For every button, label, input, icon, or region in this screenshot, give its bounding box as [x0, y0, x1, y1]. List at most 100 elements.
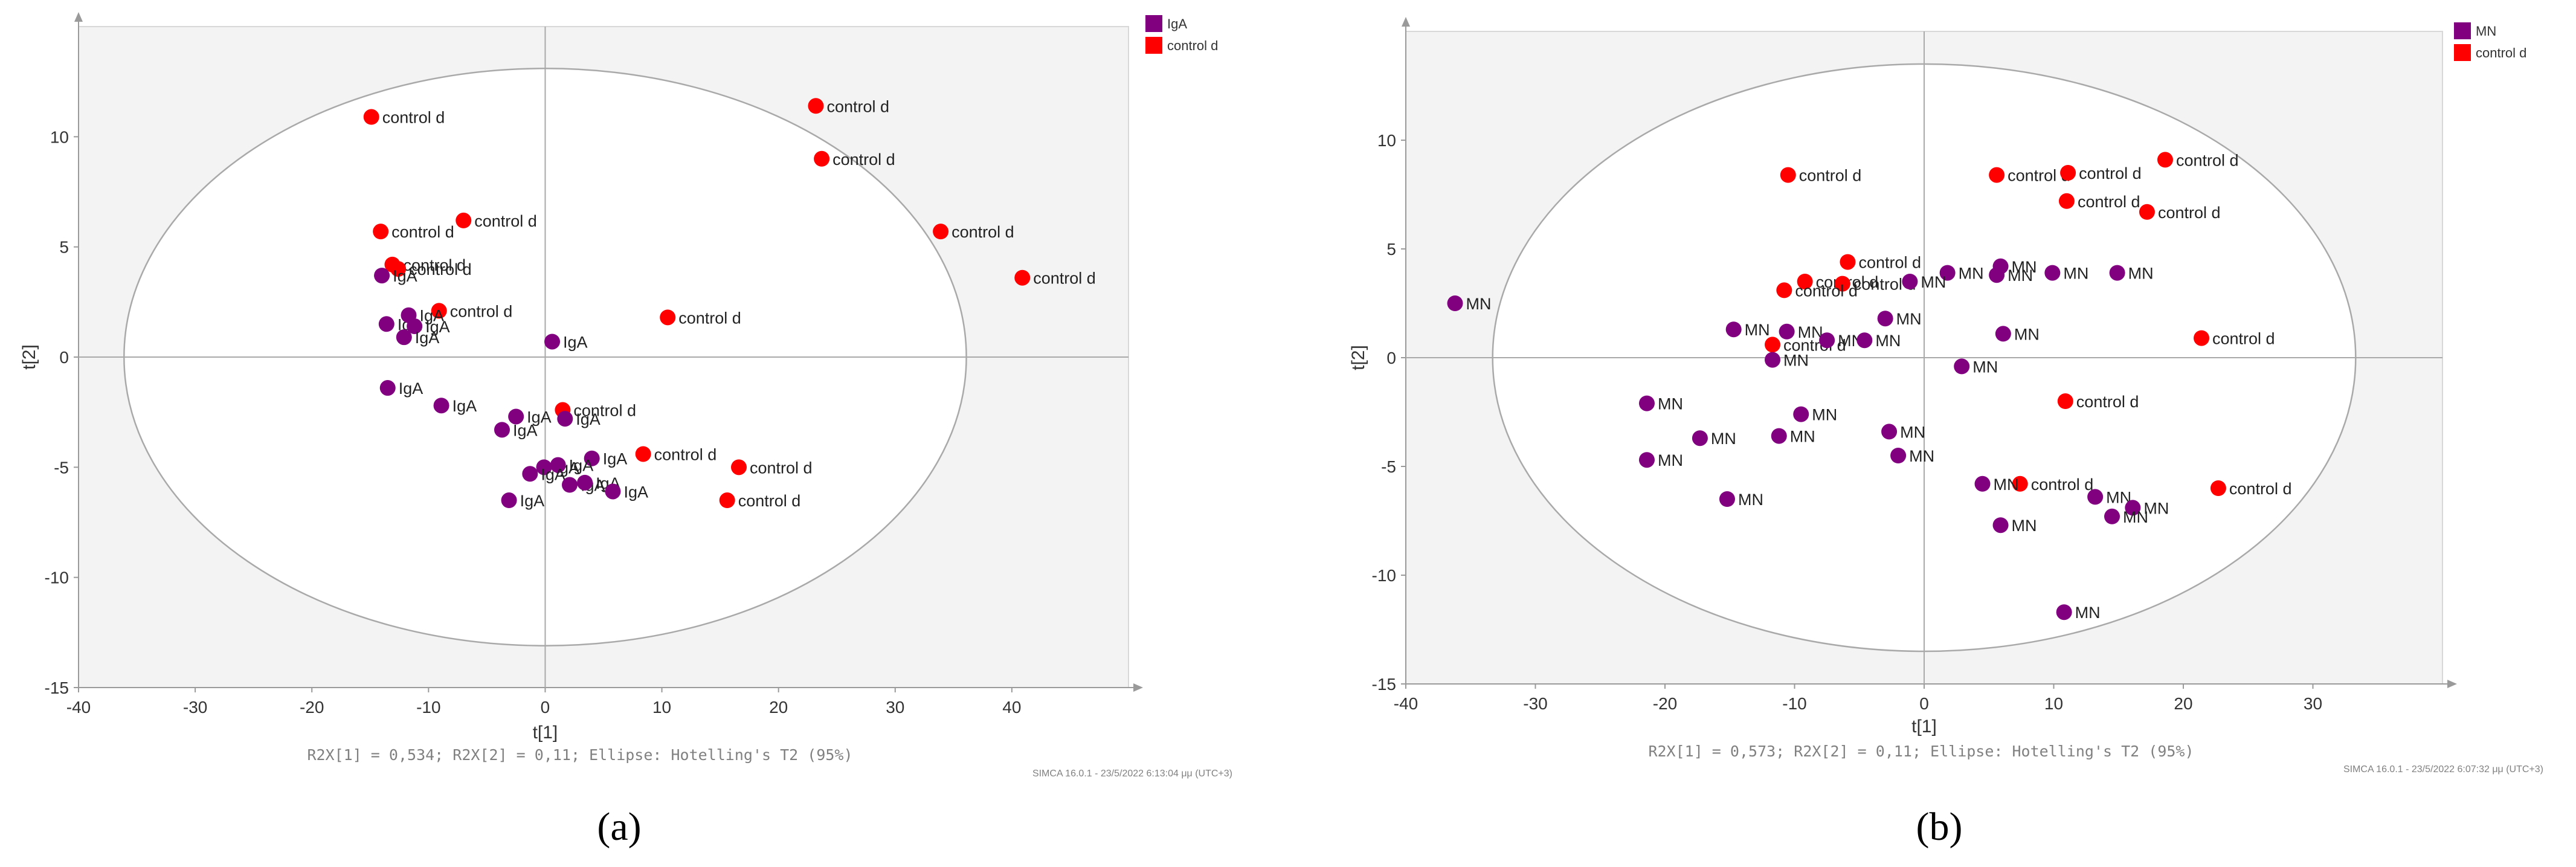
x-axis-arrow-icon — [2447, 680, 2457, 688]
software-stamp: SIMCA 16.0.1 - 23/5/2022 6:07:32 μμ (UTC… — [2343, 764, 2543, 775]
y-tick-label: 5 — [59, 238, 69, 257]
score-point-iga — [577, 474, 593, 491]
panel-label: (b) — [1916, 805, 1963, 849]
y-tick-label: -5 — [1381, 457, 1396, 476]
point-label: control d — [2158, 204, 2221, 222]
point-label: MN — [2143, 499, 2169, 517]
point-label: control d — [474, 212, 537, 230]
score-point-mn — [1771, 428, 1787, 444]
x-tick-label: 20 — [2174, 694, 2192, 713]
point-label: IgA — [425, 318, 450, 336]
point-label: MN — [1959, 265, 1984, 283]
point-label: IgA — [603, 450, 628, 468]
zero-lines — [79, 27, 1129, 688]
score-point-control-d — [2057, 393, 2073, 409]
score-point-iga — [378, 316, 394, 332]
panel-label: (a) — [597, 805, 641, 849]
score-point-mn — [1447, 295, 1463, 311]
software-stamp: SIMCA 16.0.1 - 23/5/2022 6:13:04 μμ (UTC… — [1032, 769, 1232, 779]
x-tick-label: 10 — [2044, 694, 2063, 713]
score-point-control-d — [1989, 167, 2005, 183]
point-label: control d — [1795, 282, 1858, 300]
score-point-mn — [1954, 358, 1970, 375]
score-point-iga — [508, 408, 524, 425]
point-label: IgA — [569, 457, 594, 475]
legend-label: control d — [2476, 45, 2526, 60]
score-point-control-d — [1840, 254, 1856, 270]
score-point-mn — [2109, 265, 2125, 281]
point-label: MN — [1896, 310, 1922, 328]
point-label: MN — [2008, 266, 2033, 285]
y-tick-label: -15 — [1372, 675, 1396, 694]
point-label: control d — [450, 302, 513, 320]
panel-b-score-plot: -40 -30 -20 -10 0 10 20 30 -15 -10 -5 0 5 10 control … — [1348, 17, 2543, 849]
legend-label: IgA — [1167, 16, 1187, 31]
score-point-control-d — [1014, 269, 1031, 286]
y-tick-label: 0 — [1386, 349, 1396, 367]
score-point-control-d — [2058, 193, 2075, 209]
panel-a-score-plot: -40 -30 -20 -10 0 10 20 30 40 -15 -10 -5 0 5 10 contro… — [19, 12, 1232, 849]
score-point-mn — [2044, 265, 2061, 281]
legend-label: control d — [1167, 38, 1218, 53]
point-label: MN — [2075, 604, 2101, 622]
score-point-control-d — [660, 309, 676, 326]
point-label: MN — [1909, 447, 1934, 465]
score-point-mn — [2087, 489, 2104, 505]
point-label: control d — [1783, 336, 1846, 354]
point-label: IgA — [399, 379, 423, 398]
x-tick-label: 30 — [2304, 694, 2322, 713]
point-label: control d — [2176, 151, 2239, 169]
score-point-iga — [550, 457, 566, 473]
score-point-control-d — [1834, 276, 1850, 292]
x-tick-label: -30 — [183, 698, 207, 717]
axis-ticks: -40 -30 -20 -10 0 10 20 30 40 -15 -10 -5 0 5 10 — [45, 127, 1022, 717]
x-axis-label: t[1] — [533, 723, 558, 743]
point-label: MN — [1972, 358, 1998, 376]
score-point-control-d — [390, 261, 407, 277]
score-point-mn — [1939, 265, 1956, 281]
point-label: MN — [1875, 332, 1901, 350]
zero-lines — [1406, 31, 2442, 684]
score-point-iga — [584, 450, 600, 466]
score-point-mn — [1877, 311, 1893, 327]
x-axis-label: t[1] — [1911, 717, 1937, 736]
point-label: IgA — [527, 408, 552, 426]
score-point-iga — [605, 483, 621, 500]
score-point-iga — [374, 268, 390, 284]
y-tick-label: -15 — [45, 678, 69, 697]
score-point-control-d — [2210, 480, 2226, 496]
legend-swatch — [2454, 44, 2471, 61]
score-point-control-d — [808, 98, 824, 114]
axis-lines — [1402, 17, 2457, 688]
score-point-mn — [1992, 517, 2009, 533]
score-point-mn — [1725, 321, 1742, 338]
x-tick-label: 20 — [769, 698, 788, 717]
score-point-control-d — [373, 224, 389, 240]
point-label: control d — [2008, 167, 2070, 185]
score-point-iga — [379, 380, 396, 396]
score-point-control-d — [635, 446, 651, 462]
legend-label: MN — [2476, 24, 2496, 39]
score-point-mn — [1692, 430, 1708, 446]
point-label: control d — [832, 150, 895, 169]
score-point-mn — [1995, 326, 2011, 342]
point-label: control d — [2076, 393, 2139, 411]
score-point-mn — [1890, 448, 1907, 463]
point-label: control d — [1033, 269, 1096, 288]
score-point-control-d — [814, 150, 830, 167]
score-point-mn — [1902, 274, 1918, 289]
legend: IgA control d — [1145, 15, 1218, 54]
y-tick-label: -5 — [54, 458, 69, 477]
score-points: control d control d control d control d cont… — [1447, 151, 2291, 622]
point-label: IgA — [415, 329, 440, 347]
score-point-iga — [522, 466, 538, 482]
point-label: control d — [2031, 475, 2094, 494]
score-point-control-d — [431, 303, 447, 319]
score-point-iga — [557, 411, 573, 427]
axis-lines — [74, 12, 1143, 692]
score-point-control-d — [2139, 204, 2155, 220]
point-label: control d — [678, 309, 741, 327]
y-axis-label: t[2] — [1348, 345, 1368, 370]
x-axis-arrow-icon — [1133, 683, 1143, 692]
score-point-iga — [561, 477, 578, 493]
